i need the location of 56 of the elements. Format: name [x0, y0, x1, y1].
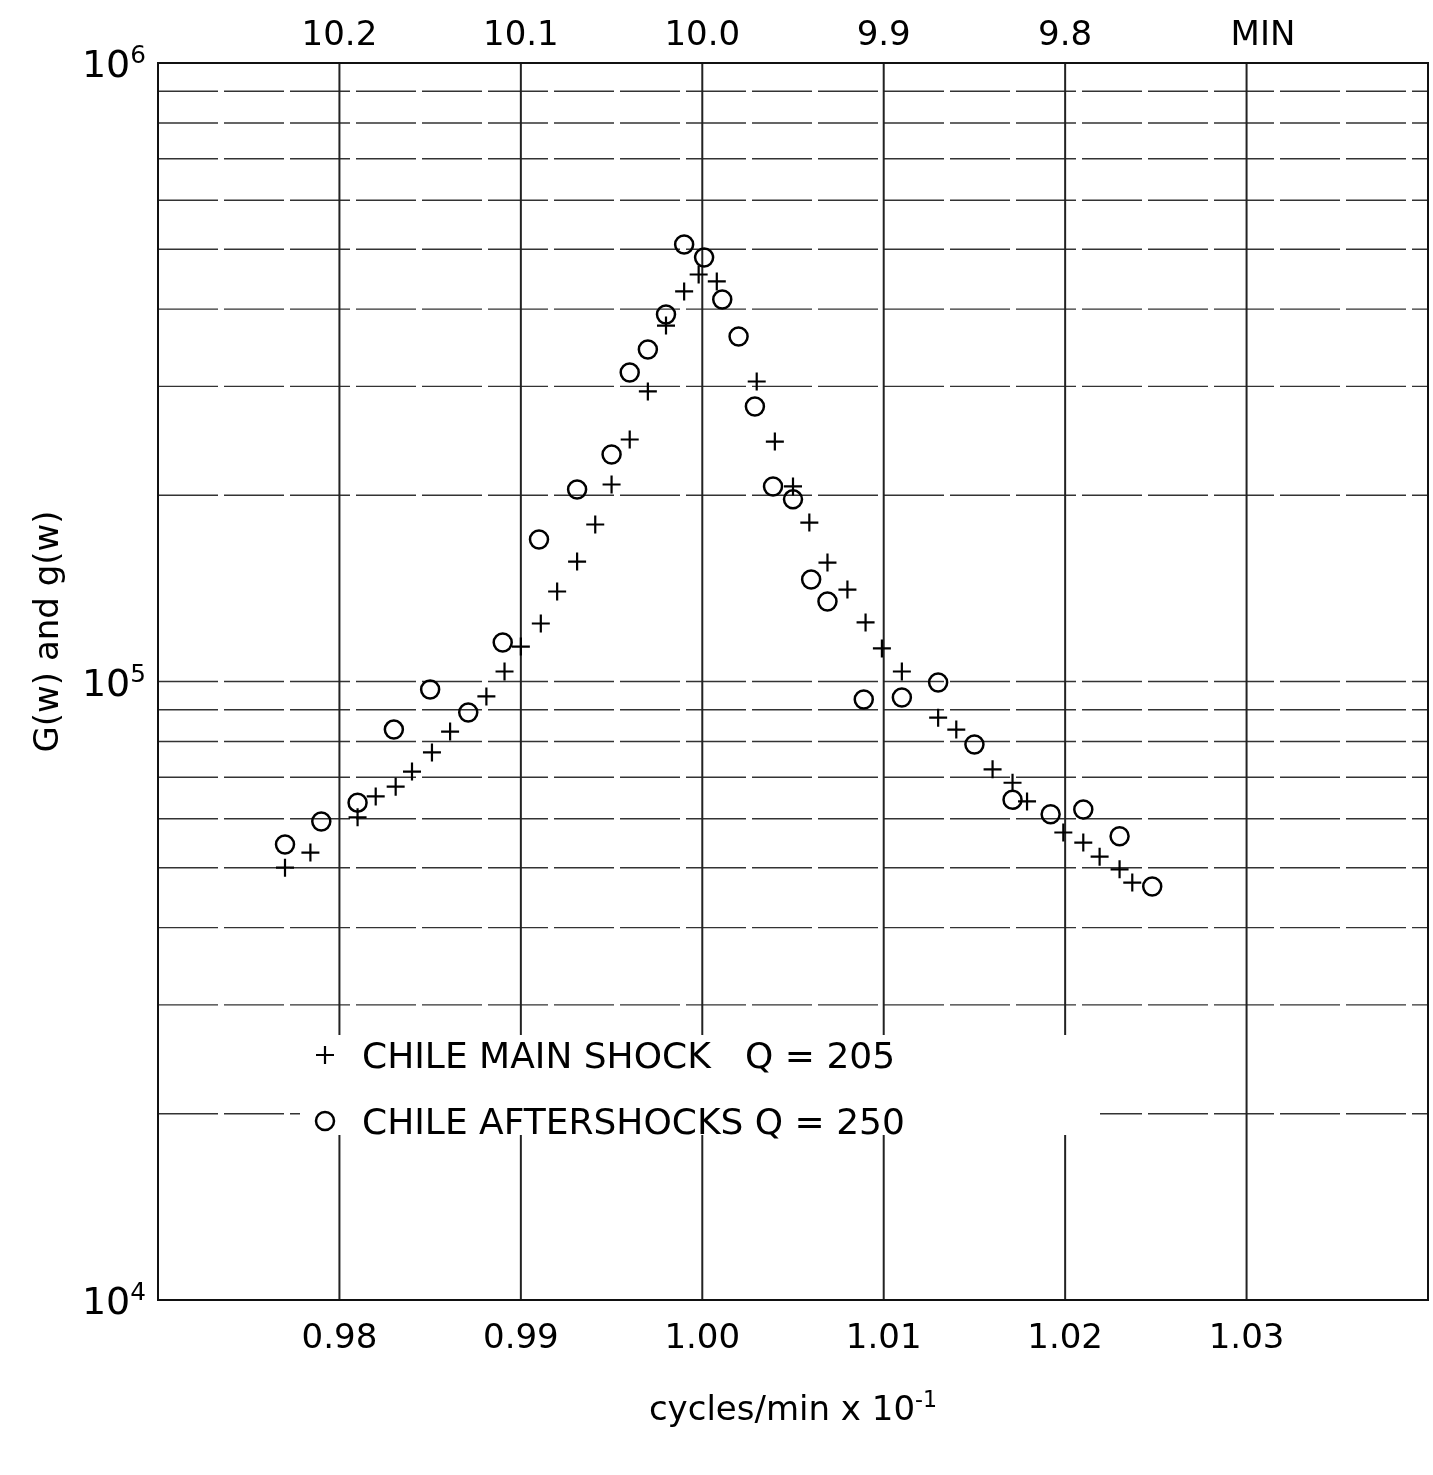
legend-label: CHILE AFTERSHOCKS Q = 250	[362, 1101, 905, 1142]
point	[274, 857, 296, 878]
y-tick-label: 10$^{4}$	[81, 1276, 146, 1323]
point	[401, 761, 423, 782]
x2-tick-label: 9.8	[1038, 13, 1093, 53]
point	[1040, 804, 1061, 825]
point	[711, 289, 733, 310]
point	[601, 444, 622, 465]
point	[637, 339, 659, 360]
x2-tick-label: 10.2	[301, 13, 378, 53]
point	[421, 742, 443, 763]
point	[655, 304, 677, 325]
point	[800, 569, 822, 590]
point	[347, 792, 368, 813]
point	[762, 476, 784, 497]
point	[728, 326, 749, 347]
point	[1016, 791, 1038, 812]
x2-tick-label: 10.1	[483, 13, 559, 53]
point	[1141, 876, 1163, 897]
point	[383, 719, 405, 740]
point	[891, 687, 913, 708]
x-tick-label: 1.00	[664, 1316, 741, 1356]
point	[419, 679, 441, 700]
point	[964, 734, 985, 755]
point	[655, 315, 677, 336]
point	[566, 479, 588, 500]
point	[528, 529, 550, 550]
point	[853, 689, 875, 710]
point	[782, 476, 804, 497]
x2-tick-label: 9.9	[856, 13, 911, 53]
legend-label: CHILE MAIN SHOCK Q = 205	[362, 1035, 896, 1076]
y-axis-title: G(w) and g(w)	[26, 510, 66, 753]
x-tick-label: 1.02	[1027, 1316, 1103, 1356]
x-axis-title: cycles/min x 10$^{-1}$	[648, 1386, 938, 1428]
y-tick-label: 10$^{6}$	[81, 39, 146, 86]
x2-tick-label: 10.0	[664, 13, 741, 53]
point	[274, 834, 296, 855]
x-tick-label: 0.98	[301, 1316, 378, 1356]
point	[927, 672, 949, 693]
x2-axis-title: MIN	[1230, 13, 1296, 53]
point	[619, 362, 640, 383]
x-tick-label: 0.99	[483, 1316, 559, 1356]
point	[782, 489, 804, 510]
point	[311, 811, 332, 832]
point	[817, 591, 838, 612]
point	[1109, 826, 1130, 847]
x-tick-label: 1.03	[1208, 1316, 1285, 1356]
point	[693, 247, 715, 268]
point	[673, 234, 695, 255]
point	[457, 702, 479, 723]
point	[492, 632, 513, 653]
point	[744, 396, 766, 417]
y-tick-label: 10$^{5}$	[81, 658, 146, 705]
point	[1073, 799, 1094, 820]
point	[1002, 789, 1023, 810]
x-tick-label: 1.01	[845, 1316, 922, 1356]
